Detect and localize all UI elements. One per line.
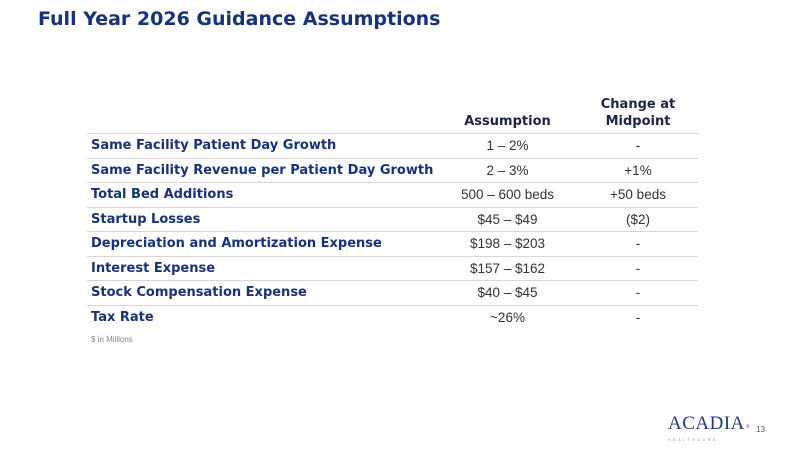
change-value: - <box>578 231 698 257</box>
change-value: - <box>578 256 698 281</box>
metric-label: Stock Compensation Expense <box>87 280 437 306</box>
table-row: Same Facility Patient Day Growth 1 – 2% … <box>87 133 698 159</box>
metric-label: Interest Expense <box>87 256 437 281</box>
header-change-line1: Change at <box>600 97 676 112</box>
change-value: - <box>578 280 698 306</box>
assumption-value: $40 – $45 <box>437 280 578 306</box>
table-row: Tax Rate ~26% - <box>87 305 698 329</box>
slide-title: Full Year 2026 Guidance Assumptions <box>38 8 441 30</box>
logo-subtitle: HEALTHCARE <box>668 438 718 442</box>
table-row: Stock Compensation Expense $40 – $45 - <box>87 280 698 306</box>
table-body: Same Facility Patient Day Growth 1 – 2% … <box>87 133 698 330</box>
assumption-value: $198 – $203 <box>437 231 578 257</box>
metric-label: Tax Rate <box>91 309 154 325</box>
change-value: - <box>635 309 641 325</box>
table-row: Total Bed Additions 500 – 600 beds +50 b… <box>87 182 698 208</box>
assumption-value: 1 – 2% <box>437 133 578 159</box>
table-row: Startup Losses $45 – $49 ($2) <box>87 207 698 232</box>
assumption-value: $157 – $162 <box>437 256 578 281</box>
acadia-logo: ACADIA® HEALTHCARE <box>668 413 751 442</box>
logo-wordmark: ACADIA® <box>668 413 751 437</box>
header-assumption: Assumption <box>437 96 578 134</box>
header-change-at-midpoint: Change at Midpoint <box>578 96 698 134</box>
assumption-value: ~26% <box>490 309 525 325</box>
table-row: Depreciation and Amortization Expense $1… <box>87 231 698 257</box>
assumption-value: 2 – 3% <box>437 158 578 183</box>
logo-name-text: ACADIA <box>668 413 745 434</box>
header-change-line2: Midpoint <box>605 114 671 129</box>
table-row: Same Facility Revenue per Patient Day Gr… <box>87 158 698 183</box>
change-value: ($2) <box>578 207 698 232</box>
header-metric <box>87 96 437 134</box>
metric-label: Depreciation and Amortization Expense <box>87 231 437 257</box>
assumption-value: $45 – $49 <box>437 207 578 232</box>
change-value: +50 beds <box>578 182 698 208</box>
change-value: +1% <box>578 158 698 183</box>
change-value: - <box>578 133 698 159</box>
metric-label: Same Facility Patient Day Growth <box>87 133 437 159</box>
metric-label: Total Bed Additions <box>87 182 437 208</box>
assumption-value: 500 – 600 beds <box>437 182 578 208</box>
guidance-table: Assumption Change at Midpoint Same Facil… <box>87 96 698 329</box>
table-row: Interest Expense $157 – $162 - <box>87 256 698 281</box>
table-header-row: Assumption Change at Midpoint <box>87 96 698 134</box>
logo-registered-mark: ® <box>745 425 751 430</box>
metric-label: Startup Losses <box>87 207 437 232</box>
page-number: 13 <box>756 425 765 434</box>
metric-label: Same Facility Revenue per Patient Day Gr… <box>87 158 437 183</box>
footnote: $ in Millions <box>91 335 133 344</box>
